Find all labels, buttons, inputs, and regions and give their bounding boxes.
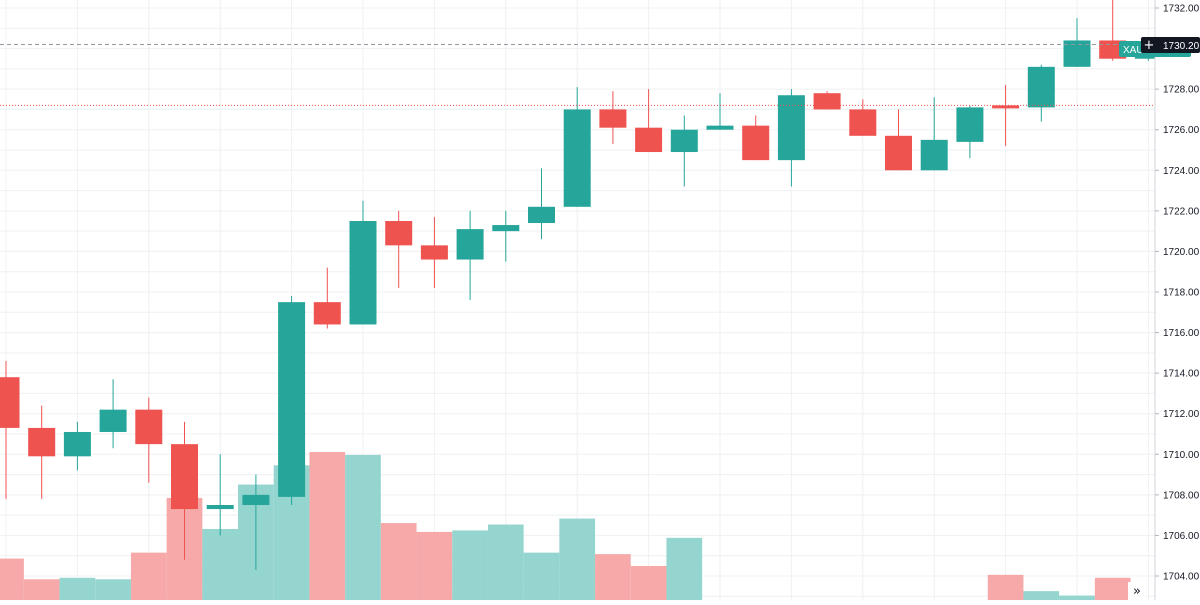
candle-body bbox=[635, 127, 663, 153]
volume-bars bbox=[0, 452, 1131, 600]
price-tick-label: 1718.00 bbox=[1163, 288, 1200, 299]
price-tick-label: 1722.00 bbox=[1163, 206, 1200, 217]
candle-body bbox=[528, 206, 555, 224]
price-tick-label: 1712.00 bbox=[1163, 409, 1200, 420]
price-lines bbox=[0, 44, 1155, 106]
price-tick-label: 1726.00 bbox=[1163, 125, 1200, 136]
candle-body bbox=[0, 377, 20, 428]
price-tick-label: 1720.00 bbox=[1163, 247, 1200, 258]
volume-bar bbox=[559, 518, 596, 600]
volume-bar bbox=[595, 554, 631, 600]
candle-body bbox=[920, 139, 948, 171]
volume-bar bbox=[309, 452, 346, 600]
volume-bar bbox=[1094, 577, 1131, 600]
volume-bar bbox=[487, 524, 524, 600]
price-tick-label: 1714.00 bbox=[1163, 369, 1200, 380]
price-axis-bg bbox=[1155, 0, 1200, 600]
price-tick-label: 1724.00 bbox=[1163, 166, 1200, 177]
candle-body bbox=[135, 409, 163, 445]
volume-bar bbox=[345, 454, 381, 600]
candle-body bbox=[171, 444, 198, 510]
candle-body bbox=[1027, 66, 1055, 108]
price-axis[interactable]: 1704.00 1706.00 1708.00 1710.00 1712.00 1714.… bbox=[1154, 0, 1200, 600]
volume-bar bbox=[1023, 591, 1060, 600]
candle-body bbox=[206, 505, 234, 510]
candle-body bbox=[492, 225, 520, 232]
candle-body bbox=[670, 129, 698, 153]
volume-bar bbox=[59, 577, 96, 600]
volume-bar bbox=[23, 579, 60, 600]
candle-body bbox=[63, 431, 91, 457]
candle-body bbox=[992, 105, 1020, 109]
candle-body bbox=[563, 109, 591, 207]
candle-body bbox=[849, 109, 877, 136]
volume-bar bbox=[95, 579, 131, 600]
candle-body bbox=[456, 229, 484, 260]
price-tick-label: 1708.00 bbox=[1163, 490, 1200, 501]
candle-body bbox=[706, 125, 734, 130]
candle-body bbox=[313, 302, 341, 325]
last-price-badge: 1730.20 bbox=[1163, 41, 1200, 52]
volume-bar bbox=[130, 552, 167, 600]
volume-bar bbox=[523, 552, 560, 600]
volume-bar bbox=[452, 530, 488, 600]
price-tick-label: 1732.00 bbox=[1163, 4, 1200, 15]
candle-body bbox=[420, 245, 448, 260]
double-chevron-right-icon: » bbox=[1133, 583, 1141, 599]
candle-body bbox=[742, 125, 770, 161]
price-tick-label: 1728.00 bbox=[1163, 85, 1200, 96]
volume-bar bbox=[987, 574, 1024, 600]
candle-body bbox=[385, 221, 413, 246]
candle-body bbox=[28, 427, 56, 457]
price-tick-label: 1710.00 bbox=[1163, 450, 1200, 461]
volume-bar bbox=[1059, 595, 1095, 600]
price-tick-label: 1704.00 bbox=[1163, 572, 1200, 583]
price-tick-label: 1716.00 bbox=[1163, 328, 1200, 339]
candles bbox=[0, 0, 1162, 570]
volume-bar bbox=[666, 537, 703, 600]
price-tick-label: 1706.00 bbox=[1163, 531, 1200, 542]
candle-body bbox=[885, 135, 912, 171]
candle-body bbox=[599, 109, 627, 128]
scroll-to-realtime-button[interactable]: » bbox=[1128, 582, 1146, 600]
candle-body bbox=[242, 494, 270, 505]
candle-body bbox=[99, 409, 127, 432]
candle-body bbox=[777, 95, 805, 161]
volume-bar bbox=[0, 558, 24, 600]
price-labels: XAUUSD 1730.20 bbox=[1119, 37, 1200, 57]
candle-body bbox=[956, 107, 984, 142]
volume-bar bbox=[202, 528, 239, 600]
last-price-badge-bg bbox=[1141, 37, 1200, 53]
candle-body bbox=[278, 302, 306, 497]
volume-bar bbox=[416, 531, 453, 600]
candle-body bbox=[349, 221, 377, 325]
crosshair-plus-icon[interactable]: + bbox=[1143, 37, 1155, 53]
volume-bar bbox=[630, 565, 667, 600]
candle-body bbox=[813, 93, 841, 110]
volume-bar bbox=[380, 523, 417, 600]
